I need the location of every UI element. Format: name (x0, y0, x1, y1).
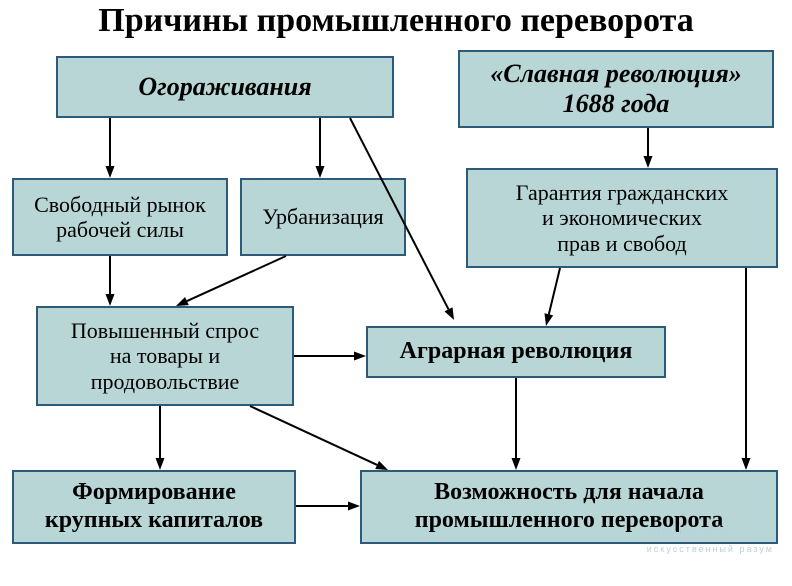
node-label: «Славная революция»1688 года (490, 59, 741, 119)
node-label: Гарантия гражданскихи экономическихправ … (516, 180, 728, 256)
node-label: Свободный рынокрабочей силы (34, 192, 206, 243)
watermark: intellect.icu искусственный разум (647, 523, 774, 554)
node-rights: Гарантия гражданскихи экономическихправ … (466, 168, 778, 268)
node-capital: Формированиекрупных капиталов (12, 470, 296, 544)
node-label: Повышенный спросна товары ипродовольстви… (71, 318, 259, 394)
node-label: Урбанизация (262, 204, 383, 229)
node-label: Аграрная революция (400, 338, 633, 366)
node-labor: Свободный рынокрабочей силы (12, 178, 228, 256)
node-agrarian: Аграрная революция (366, 326, 666, 378)
watermark-sub: искусственный разум (647, 544, 774, 554)
diagram-title: Причины промышленного переворота (0, 2, 792, 40)
watermark-main: intellect.icu (647, 523, 774, 544)
node-demand: Повышенный спросна товары ипродовольстви… (36, 306, 294, 406)
node-label: Формированиекрупных капиталов (45, 479, 263, 534)
node-enclosures: Огораживания (56, 56, 394, 118)
node-revolution: «Славная революция»1688 года (458, 50, 774, 128)
node-urban: Урбанизация (240, 178, 406, 256)
node-label: Огораживания (138, 72, 311, 102)
